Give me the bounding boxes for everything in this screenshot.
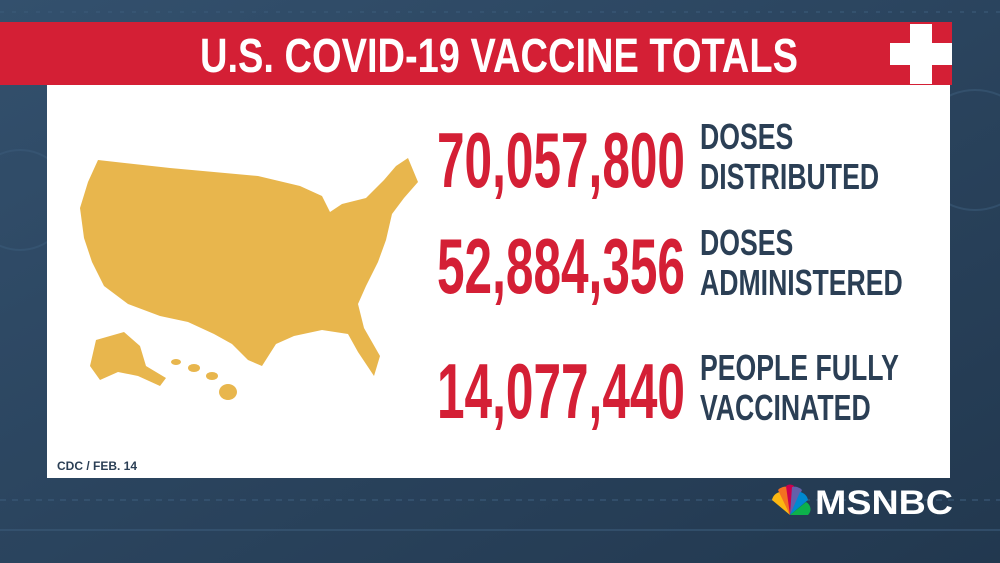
stat-label: PEOPLE FULLY (700, 347, 899, 388)
stat-label: ADMINISTERED (700, 262, 903, 303)
stat-value: 14,077,440 (437, 347, 685, 435)
cross-icon (890, 24, 952, 84)
logo-icon (772, 484, 811, 515)
stat-label: DOSES (700, 116, 793, 157)
source: CDC / FEB. 14 (57, 459, 137, 473)
stat-label: DOSES (700, 222, 793, 263)
logo: MSNBC (815, 484, 953, 522)
title-banner (0, 22, 952, 85)
us-map (80, 158, 418, 400)
stat-label: VACCINATED (700, 387, 871, 428)
stat-label: DISTRIBUTED (700, 156, 879, 197)
stat-value: 70,057,800 (437, 116, 685, 204)
stat-value: 52,884,356 (437, 222, 685, 310)
title: U.S. COVID-19 VACCINE TOTALS (200, 30, 798, 83)
